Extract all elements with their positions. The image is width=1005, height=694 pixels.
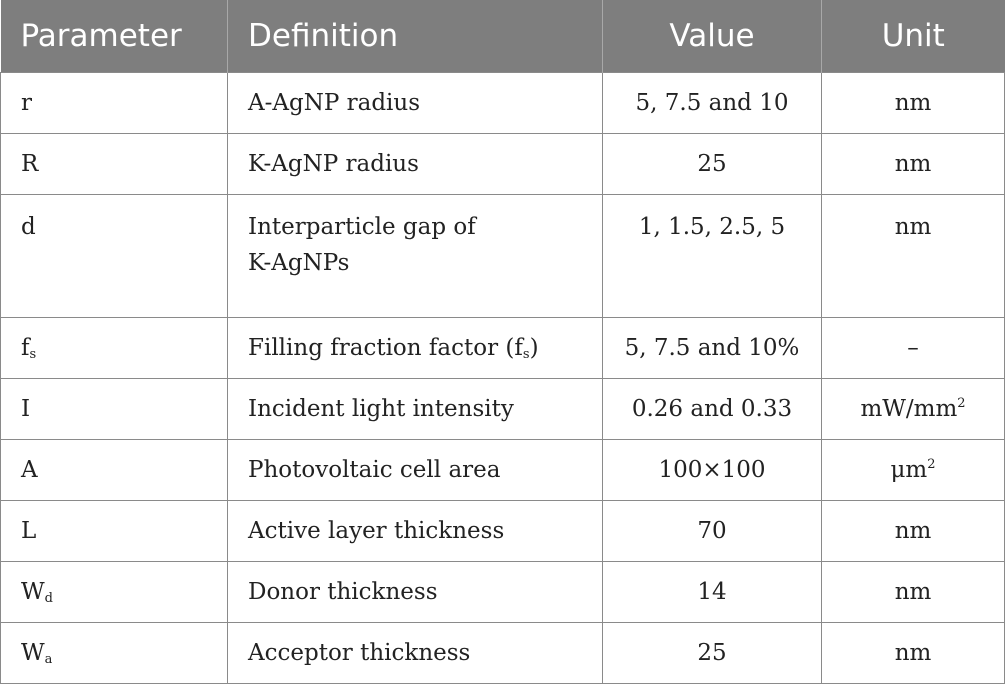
definition-text: A-AgNP radius [248,90,421,116]
definition-cell: Filling fraction factor (fs) [227,317,603,379]
header-unit: Unit [821,0,1005,73]
param-symbol: A [21,457,38,483]
param-cell: I [0,378,228,440]
param-symbol: R [21,151,39,177]
value-cell: 100×100 [602,439,822,501]
value-cell: 70 [602,500,822,562]
param-cell: A [0,439,228,501]
param-cell: L [0,500,228,562]
unit-superscript: 2 [927,457,936,472]
param-cell: fs [0,317,228,379]
definition-text-line2: K-AgNPs [248,250,350,276]
definition-cell: Donor thickness [227,561,603,623]
unit-cell: nm [821,561,1005,623]
unit-text: mW/mm [860,396,958,422]
definition-cell: K-AgNP radius [227,133,603,195]
param-symbol: d [21,214,36,240]
definition-text: Donor thickness [248,579,438,605]
unit-cell: nm [821,194,1005,318]
value-cell: 14 [602,561,822,623]
header-definition: Definition [227,0,603,73]
table-row: L Active layer thickness 70 nm [0,500,1005,562]
value-cell: 5, 7.5 and 10% [602,317,822,379]
definition-cell: Active layer thickness [227,500,603,562]
definition-cell: Incident light intensity [227,378,603,440]
unit-cell: – [821,317,1005,379]
table-row: fs Filling fraction factor (fs) 5, 7.5 a… [0,317,1005,379]
table-body: r A-AgNP radius 5, 7.5 and 10 nm R K-AgN… [0,72,1005,684]
value-cell: 25 [602,133,822,195]
definition-cell: A-AgNP radius [227,72,603,134]
header-parameter: Parameter [0,0,228,73]
definition-text: Active layer thickness [248,518,505,544]
value-cell: 1, 1.5, 2.5, 5 [602,194,822,318]
definition-text: Interparticle gap of [248,214,476,240]
table-row: Wd Donor thickness 14 nm [0,561,1005,623]
param-symbol: W [21,640,45,666]
param-symbol: r [21,90,32,116]
unit-cell: μm2 [821,439,1005,501]
param-subscript: a [44,652,53,667]
definition-tail: ) [529,335,539,361]
unit-superscript: 2 [957,396,966,411]
value-cell: 25 [602,622,822,684]
param-subscript: s [29,347,37,362]
param-cell: R [0,133,228,195]
definition-subscript: s [522,347,530,362]
definition-text: K-AgNP radius [248,151,419,177]
definition-cell: Acceptor thickness [227,622,603,684]
definition-text: Filling fraction factor (f [248,335,523,361]
definition-cell: Photovoltaic cell area [227,439,603,501]
definition-text: Photovoltaic cell area [248,457,501,483]
param-cell: Wa [0,622,228,684]
unit-cell: mW/mm2 [821,378,1005,440]
unit-cell: nm [821,622,1005,684]
table-row: Wa Acceptor thickness 25 nm [0,622,1005,684]
value-cell: 5, 7.5 and 10 [602,72,822,134]
param-cell: r [0,72,228,134]
value-cell: 0.26 and 0.33 [602,378,822,440]
param-symbol: f [21,335,30,361]
table-row: R K-AgNP radius 25 nm [0,133,1005,195]
unit-text: μm [890,457,928,483]
table-row: A Photovoltaic cell area 100×100 μm2 [0,439,1005,501]
param-cell: d [0,194,228,318]
definition-cell: Interparticle gap of K-AgNPs [227,194,603,318]
unit-cell: nm [821,133,1005,195]
param-symbol: I [21,396,31,422]
table-row: I Incident light intensity 0.26 and 0.33… [0,378,1005,440]
definition-text: Incident light intensity [248,396,514,422]
table-header: Parameter Definition Value Unit [0,0,1005,73]
param-symbol: W [21,579,45,605]
header-row: Parameter Definition Value Unit [0,0,1005,73]
header-value: Value [602,0,822,73]
param-symbol: L [21,518,37,544]
param-cell: Wd [0,561,228,623]
unit-cell: nm [821,500,1005,562]
unit-cell: nm [821,72,1005,134]
param-subscript: d [44,591,53,606]
table-row: r A-AgNP radius 5, 7.5 and 10 nm [0,72,1005,134]
table-row: d Interparticle gap of K-AgNPs 1, 1.5, 2.… [0,194,1005,318]
definition-text: Acceptor thickness [248,640,471,666]
